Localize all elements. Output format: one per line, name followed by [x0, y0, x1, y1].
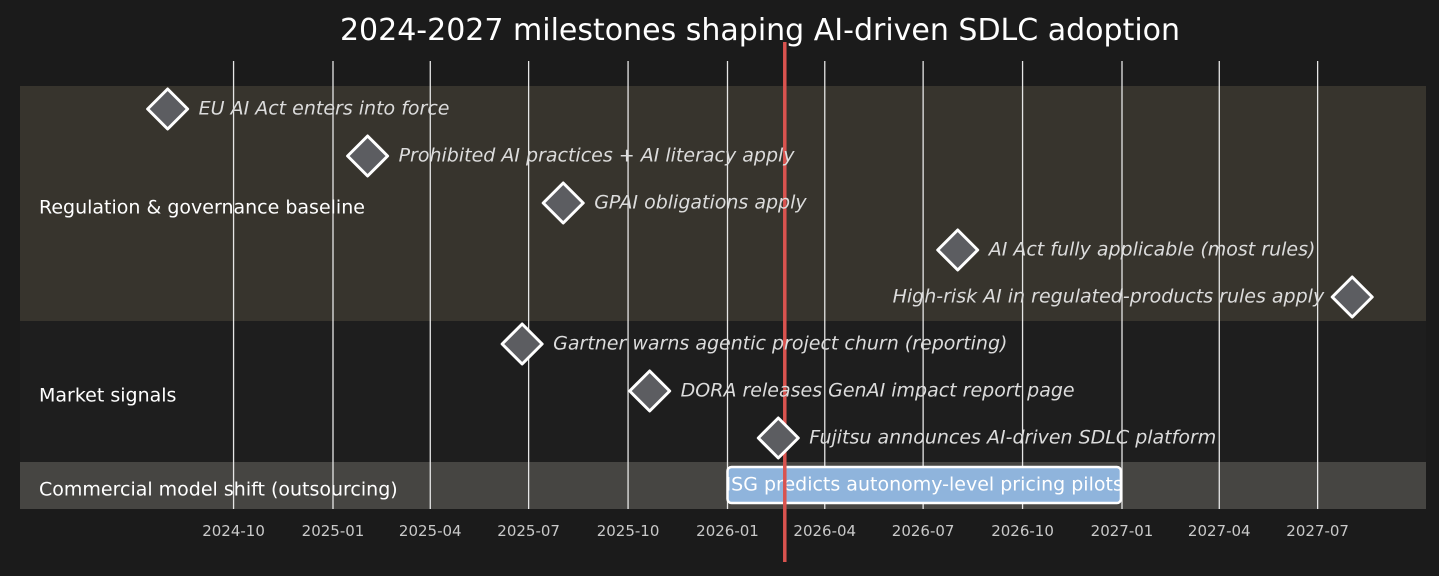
task-bar-label: ISG predicts autonomy-level pricing pilo… — [726, 474, 1123, 496]
milestone-diamond — [1330, 275, 1374, 319]
milestone-label: AI Act fully applicable (most rules) — [987, 239, 1316, 261]
x-tick-label: 2026-01 — [696, 522, 759, 540]
x-tick-label: 2027-01 — [1091, 522, 1154, 540]
milestone-diamond — [541, 181, 585, 225]
gridlines — [232, 61, 1319, 509]
x-tick-label: 2027-07 — [1286, 522, 1349, 540]
milestone-diamond — [936, 228, 980, 272]
section-bands — [20, 86, 1426, 509]
x-tick-label: 2025-07 — [497, 522, 560, 540]
x-tick-label: 2026-07 — [892, 522, 955, 540]
milestone-diamond — [500, 322, 544, 366]
section-band — [20, 86, 1426, 321]
x-tick-label: 2024-10 — [202, 522, 265, 540]
milestone-label: Prohibited AI practices + AI literacy ap… — [399, 145, 796, 167]
milestones: EU AI Act enters into force Prohibited AI… — [146, 87, 1374, 460]
chart-title: 2024-2027 milestones shaping AI-driven S… — [340, 13, 1180, 48]
x-tick-label: 2026-10 — [991, 522, 1054, 540]
x-axis-ticks: 2024-10 2025-01 2025-04 2025-07 2025-10 2026-… — [202, 522, 1349, 540]
milestone-label: Gartner warns agentic project churn (rep… — [553, 333, 1007, 355]
milestone-diamond — [146, 87, 190, 131]
milestone-diamond — [756, 416, 800, 460]
section-labels: Regulation & governance baseline Market s… — [39, 197, 398, 501]
x-tick-label: 2025-01 — [302, 522, 365, 540]
milestone-label: GPAI obligations apply — [594, 192, 807, 214]
milestone-diamond — [346, 134, 390, 178]
milestone-label: High-risk AI in regulated-products rules… — [893, 286, 1325, 308]
milestone-label: Fujitsu announces AI-driven SDLC platfor… — [809, 427, 1216, 449]
x-tick-label: 2025-04 — [399, 522, 462, 540]
section-label: Regulation & governance baseline — [39, 197, 365, 219]
x-tick-label: 2025-10 — [597, 522, 660, 540]
section-band — [20, 462, 1426, 509]
milestone-label: EU AI Act enters into force — [199, 98, 450, 120]
task-bar — [726, 465, 1123, 505]
section-label: Market signals — [39, 385, 176, 407]
milestone-diamond — [628, 369, 672, 413]
x-tick-label: 2026-04 — [793, 522, 856, 540]
x-tick-label: 2027-04 — [1188, 522, 1251, 540]
milestone-label: DORA releases GenAI impact report page — [681, 380, 1075, 402]
section-label: Commercial model shift (outsourcing) — [39, 479, 398, 501]
task-bars: ISG predicts autonomy-level pricing pilo… — [726, 465, 1123, 505]
section-band — [20, 321, 1426, 462]
